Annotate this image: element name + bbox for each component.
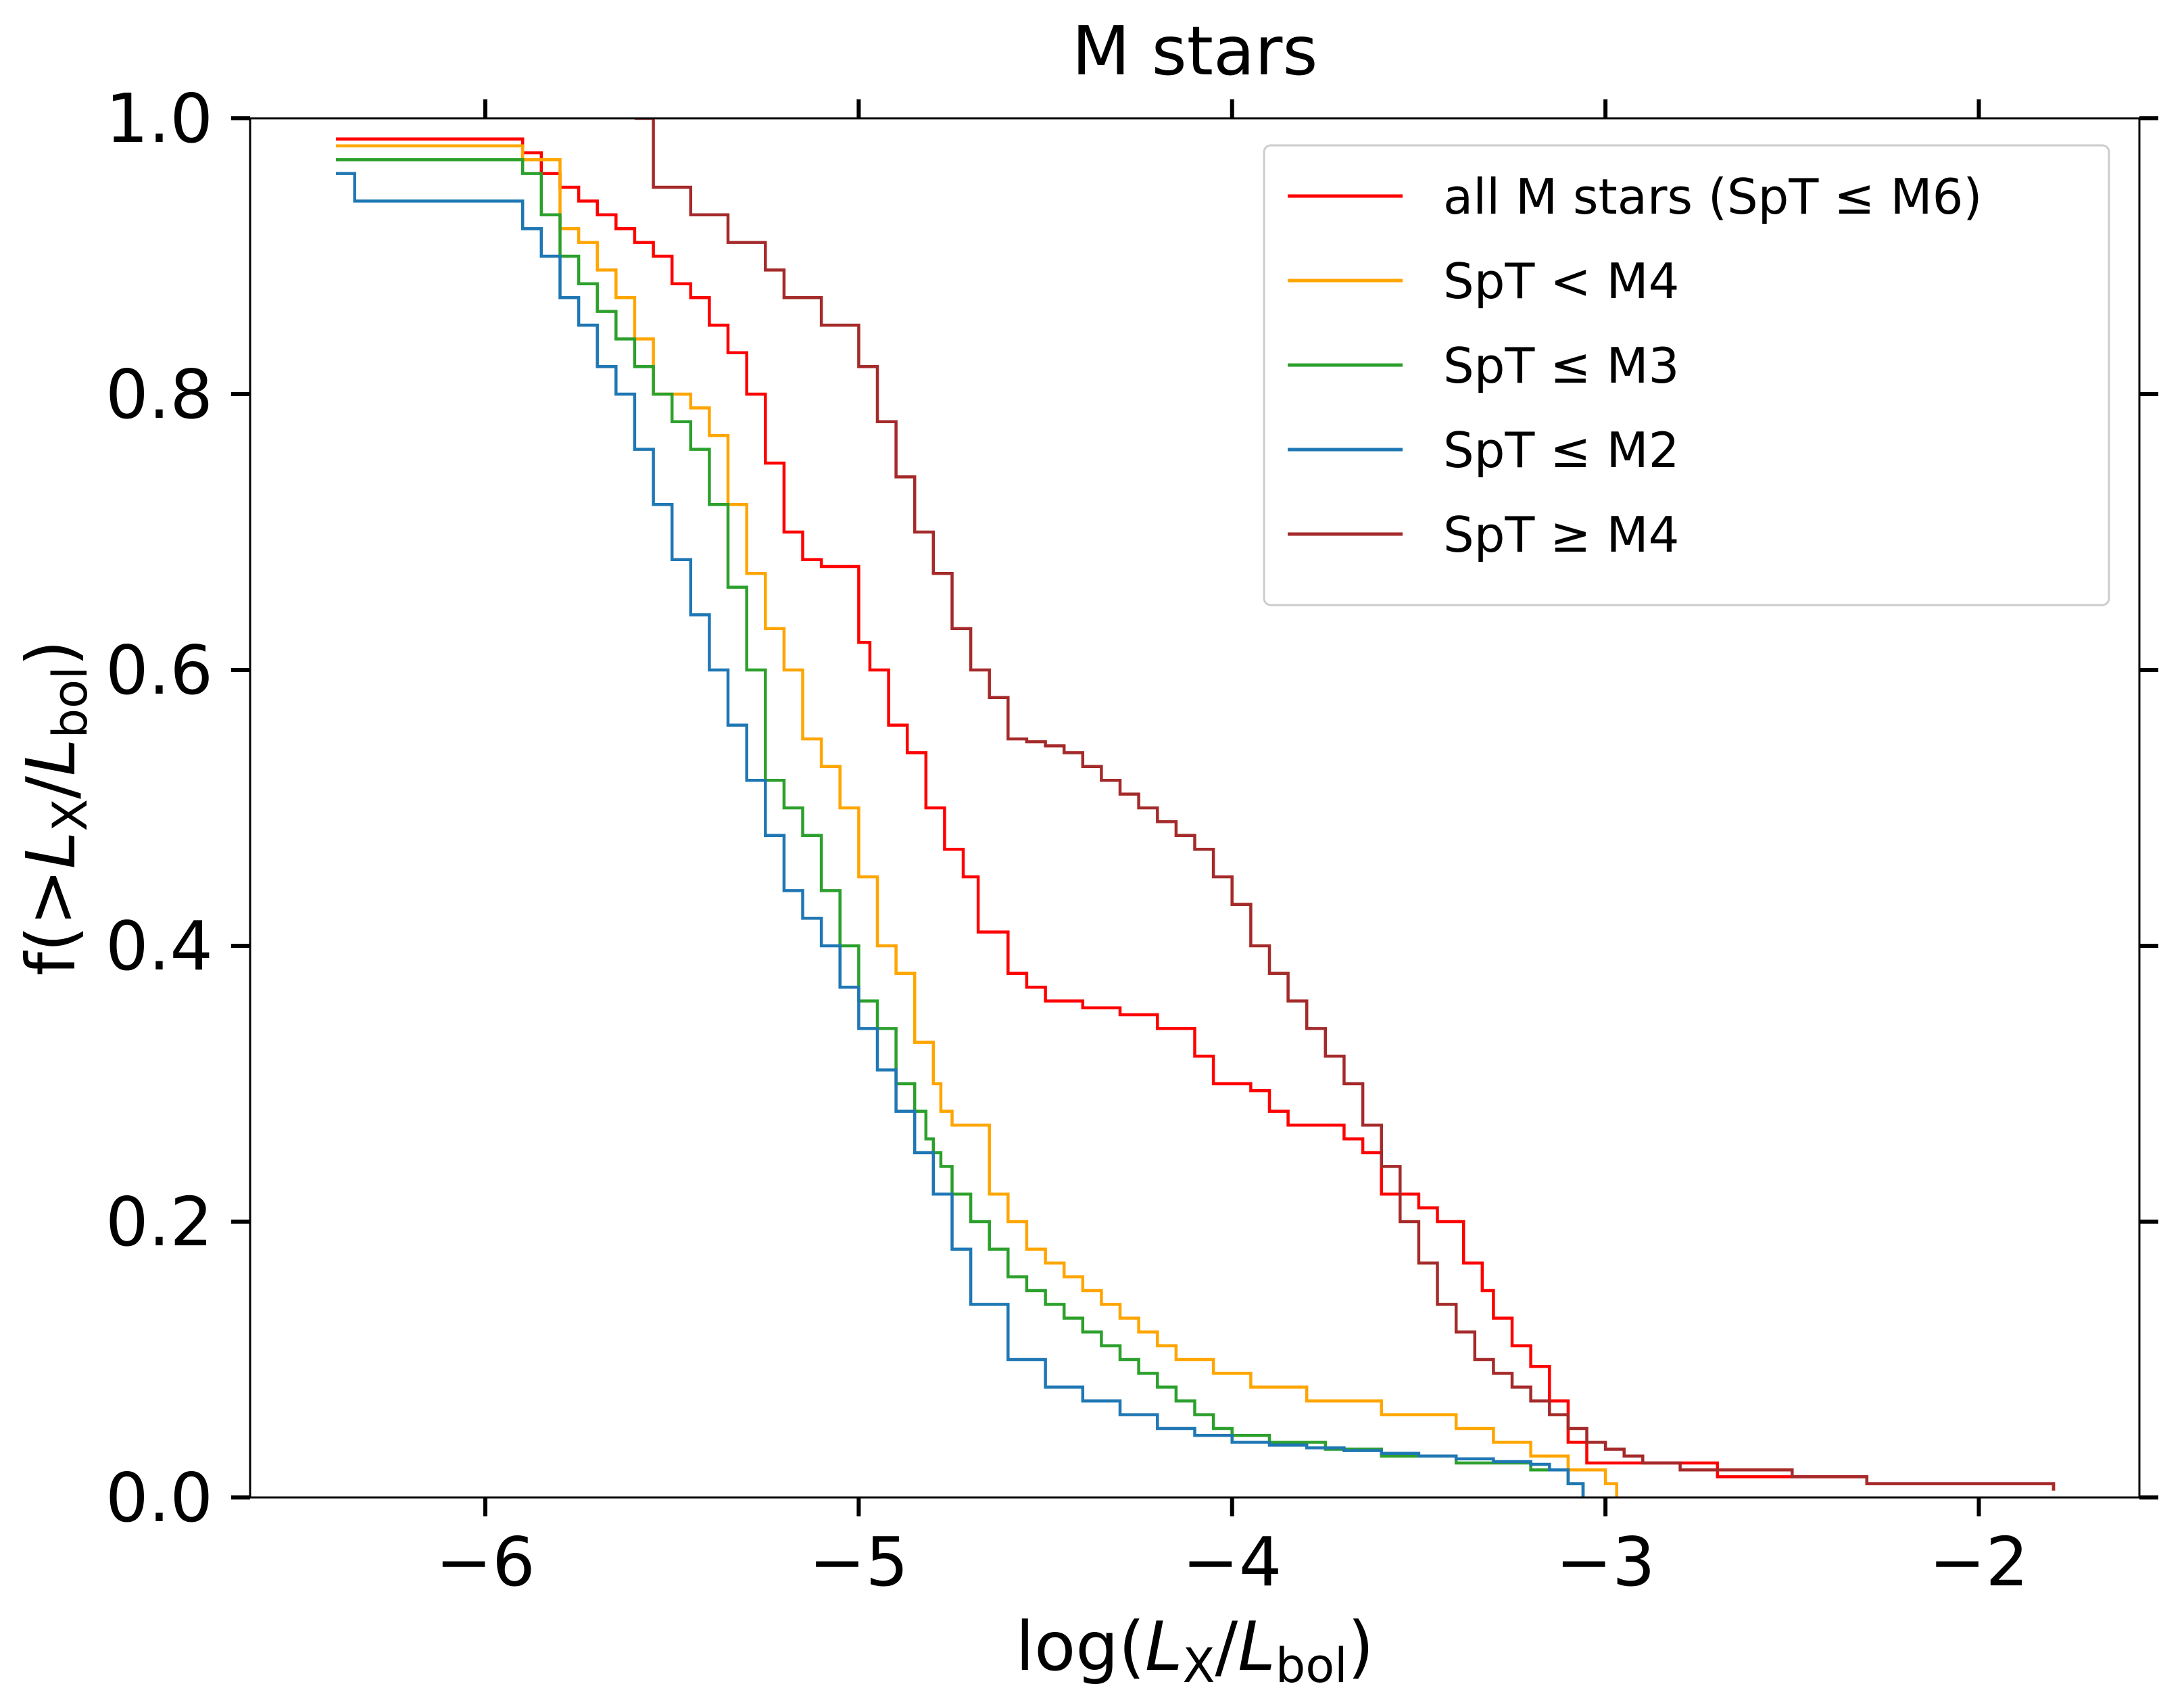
- chart-title: M stars: [1072, 11, 1318, 91]
- x-label-prefix: log(: [1015, 1607, 1144, 1686]
- y-tick-label: 0.8: [105, 355, 213, 434]
- y-label-l1: L: [11, 832, 91, 869]
- x-label-sub2: bol: [1276, 1638, 1348, 1694]
- y-tick-label: 0.2: [105, 1182, 213, 1262]
- y-label-l2: L: [11, 738, 91, 776]
- y-label-sub2: bol: [43, 667, 98, 739]
- legend-label-3: SpT ≤ M2: [1443, 422, 1679, 479]
- x-label-suffix: ): [1348, 1607, 1374, 1686]
- x-tick-label: −2: [1929, 1522, 2029, 1602]
- plot-frame: [249, 117, 2141, 1499]
- legend: all M stars (SpT ≤ M6) SpT < M4 SpT ≤ M3 Sp…: [1263, 144, 2110, 606]
- legend-label-4: SpT ≥ M4: [1443, 506, 1679, 563]
- x-label-l2: L: [1238, 1607, 1276, 1686]
- series-line-4: [634, 118, 2056, 1491]
- x-tick-label: −3: [1555, 1522, 1655, 1602]
- y-label-slash: /: [11, 776, 91, 799]
- legend-label-0: all M stars (SpT ≤ M6): [1443, 168, 1982, 225]
- x-label-slash: /: [1215, 1607, 1238, 1686]
- x-label-sub1: X: [1183, 1638, 1215, 1694]
- y-axis-label: f(>LX/Lbol): [11, 640, 98, 976]
- y-tick-label: 0.6: [105, 631, 213, 710]
- series-layer: [336, 118, 2056, 1497]
- y-label-suffix: ): [11, 640, 91, 667]
- y-tick-label: 1.0: [105, 79, 213, 158]
- ticks-layer: −6 −5 −4 −3 −2 0.0 0.2 0.4 0.6 0.8 1.0: [105, 79, 2158, 1602]
- series-line-1: [336, 144, 1618, 1497]
- x-label-l1: L: [1145, 1607, 1183, 1686]
- x-tick-label: −4: [1182, 1522, 1282, 1602]
- legend-label-1: SpT < M4: [1443, 253, 1679, 310]
- x-tick-label: −5: [809, 1522, 908, 1602]
- x-tick-label: −6: [435, 1522, 535, 1602]
- series-line-0: [336, 137, 2056, 1491]
- x-axis-label: log(LX/Lbol): [1015, 1607, 1374, 1694]
- legend-box: [1263, 144, 2110, 606]
- y-tick-label: 0.4: [105, 907, 213, 986]
- y-tick-label: 0.0: [105, 1458, 213, 1537]
- y-label-sub1: X: [43, 799, 98, 832]
- legend-items: all M stars (SpT ≤ M6) SpT < M4 SpT ≤ M3 Sp…: [1288, 168, 1982, 563]
- legend-label-2: SpT ≤ M3: [1443, 337, 1679, 394]
- series-line-3: [336, 172, 1585, 1497]
- y-label-prefix: f(>: [11, 869, 91, 976]
